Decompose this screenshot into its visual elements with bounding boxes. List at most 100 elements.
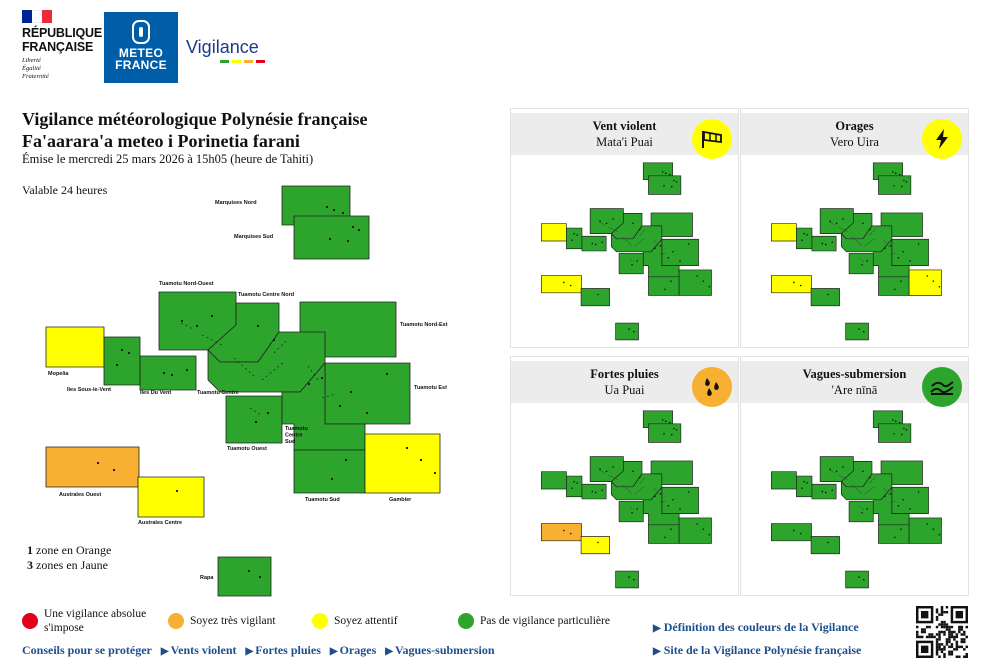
zone-tuamotu-sud[interactable] — [878, 276, 910, 296]
zone-marquises-sud[interactable] — [648, 423, 682, 443]
zone-tuamotu-est[interactable] — [661, 238, 699, 266]
zone-gambier[interactable] — [908, 517, 942, 544]
link-vents-violent[interactable]: Vents violent — [161, 643, 237, 657]
link-definition-couleurs[interactable]: Définition des couleurs de la Vigilance — [653, 620, 859, 635]
zone-iles-du-vent[interactable] — [581, 235, 607, 252]
zone-label-mopelia: Mopelia — [48, 371, 69, 377]
link-fortes-pluies[interactable]: Fortes pluies — [246, 643, 321, 657]
qr-module — [935, 650, 939, 654]
zone-tuamotu-ouest[interactable] — [225, 395, 283, 444]
zone-australes-centre[interactable] — [580, 536, 610, 555]
lightning-icon — [922, 119, 962, 159]
zone-gambier[interactable] — [678, 269, 712, 296]
zone-mopelia[interactable] — [45, 326, 105, 368]
title-tahitian: Fa'aarara'a meteo i Porinetia farani — [22, 131, 300, 151]
zone-tuamotu-sud[interactable] — [648, 524, 680, 544]
panel-header: Vent violent Mata'i Puai — [511, 113, 738, 159]
island-dot — [862, 330, 865, 333]
zone-australes-centre[interactable] — [137, 476, 205, 518]
zone-marquises-sud[interactable] — [878, 423, 912, 443]
zone-australes-ouest[interactable] — [541, 523, 582, 542]
panel-vent-violent[interactable]: Vent violent Mata'i Puai — [510, 108, 739, 348]
zone-iles-du-vent[interactable] — [811, 235, 837, 252]
zone-tuamotu-centre[interactable] — [207, 331, 326, 393]
mini-map-vent — [541, 162, 712, 341]
zone-iles-sous-le-vent[interactable] — [566, 227, 583, 250]
meteo-france-logo[interactable]: METEO FRANCE — [104, 12, 178, 83]
qr-code-icon[interactable] — [916, 606, 968, 658]
panel-vagues-submersion[interactable]: Vagues-submersion 'Are nīnā — [740, 356, 969, 596]
zone-mopelia[interactable] — [541, 471, 567, 490]
island-dot — [632, 578, 635, 581]
zone-australes-centre[interactable] — [580, 288, 610, 307]
zone-gambier[interactable] — [678, 517, 712, 544]
zone-tuamotu-ouest[interactable] — [618, 501, 644, 523]
legend-item-red: Une vigilance absolue s'impose — [22, 606, 154, 635]
island-dot — [612, 466, 614, 468]
link-vagues-submersion[interactable]: Vagues-submersion — [385, 643, 494, 657]
zone-rapa[interactable] — [615, 570, 639, 589]
legend-text: Pas de vigilance particulière — [480, 615, 610, 627]
zone-australes-centre[interactable] — [810, 288, 840, 307]
island-dot — [672, 499, 674, 501]
zone-tuamotu-est[interactable] — [661, 486, 699, 514]
island-dot — [571, 487, 573, 489]
zone-rapa[interactable] — [217, 556, 272, 597]
qr-module — [935, 640, 939, 644]
zone-australes-centre[interactable] — [810, 536, 840, 555]
zone-tuamotu-sud[interactable] — [293, 449, 366, 494]
qr-module — [938, 613, 941, 616]
qr-module — [943, 610, 946, 614]
zone-marquises-sud[interactable] — [293, 215, 370, 260]
island-dot — [344, 458, 348, 462]
zone-mopelia[interactable] — [771, 223, 797, 242]
qr-module — [943, 655, 946, 658]
zone-gambier[interactable] — [908, 269, 942, 296]
link-conseils[interactable]: Conseils pour se protéger — [22, 643, 152, 657]
zone-tuamotu-sud[interactable] — [648, 276, 680, 296]
zone-australes-ouest[interactable] — [45, 446, 140, 488]
main-vigilance-map: Marquises Nord Marquises Sud Tuamotu Nord-… — [45, 185, 448, 597]
zone-tuamotu-est[interactable] — [891, 486, 929, 514]
zone-iles-sous-le-vent[interactable] — [796, 227, 813, 250]
zone-australes-ouest[interactable] — [771, 275, 812, 294]
panel-fortes-pluies[interactable]: Fortes pluies Ua Puai — [510, 356, 739, 596]
zone-gambier[interactable] — [364, 433, 441, 494]
zone-iles-du-vent[interactable] — [811, 483, 837, 500]
title-french: Vigilance météorologique Polynésie franç… — [22, 109, 368, 129]
qr-module — [948, 640, 951, 644]
zone-australes-ouest[interactable] — [541, 275, 582, 294]
zone-rapa[interactable] — [845, 322, 869, 341]
panel-orages[interactable]: Orages Vero Uira — [740, 108, 969, 348]
zone-tuamotu-est[interactable] — [891, 238, 929, 266]
zone-rapa[interactable] — [615, 322, 639, 341]
zone-tuamotu-est[interactable] — [324, 362, 411, 425]
zone-marquises-sud[interactable] — [648, 175, 682, 195]
zone-rapa[interactable] — [845, 570, 869, 589]
island-dot — [659, 244, 662, 247]
zone-tuamotu-ouest[interactable] — [848, 501, 874, 523]
zone-iles-sous-le-vent[interactable] — [103, 336, 141, 386]
qr-module — [943, 653, 946, 656]
zone-iles-sous-le-vent[interactable] — [796, 475, 813, 498]
zone-mopelia[interactable] — [541, 223, 567, 242]
zone-tuamotu-ouest[interactable] — [618, 253, 644, 275]
zone-label-tuamotu-nord-est: Tuamotu Nord-Est — [400, 322, 448, 328]
zone-australes-ouest[interactable] — [771, 523, 812, 542]
link-site-vigilance[interactable]: Site de la Vigilance Polynésie française — [653, 643, 862, 658]
zone-tuamotu-sud[interactable] — [878, 524, 910, 544]
island-dot — [898, 421, 901, 424]
zone-tuamotu-ouest[interactable] — [848, 253, 874, 275]
zone-iles-sous-le-vent[interactable] — [566, 475, 583, 498]
link-orages[interactable]: Orages — [330, 643, 376, 657]
island-dot — [664, 420, 667, 422]
zone-iles-du-vent[interactable] — [139, 355, 197, 391]
island-dot — [667, 257, 670, 259]
island-dot — [180, 319, 184, 323]
zone-marquises-sud[interactable] — [878, 175, 912, 195]
zone-mopelia[interactable] — [771, 471, 797, 490]
island-dot — [858, 576, 860, 578]
island-dot — [405, 446, 409, 450]
atoll-chain — [838, 226, 848, 232]
zone-iles-du-vent[interactable] — [581, 483, 607, 500]
